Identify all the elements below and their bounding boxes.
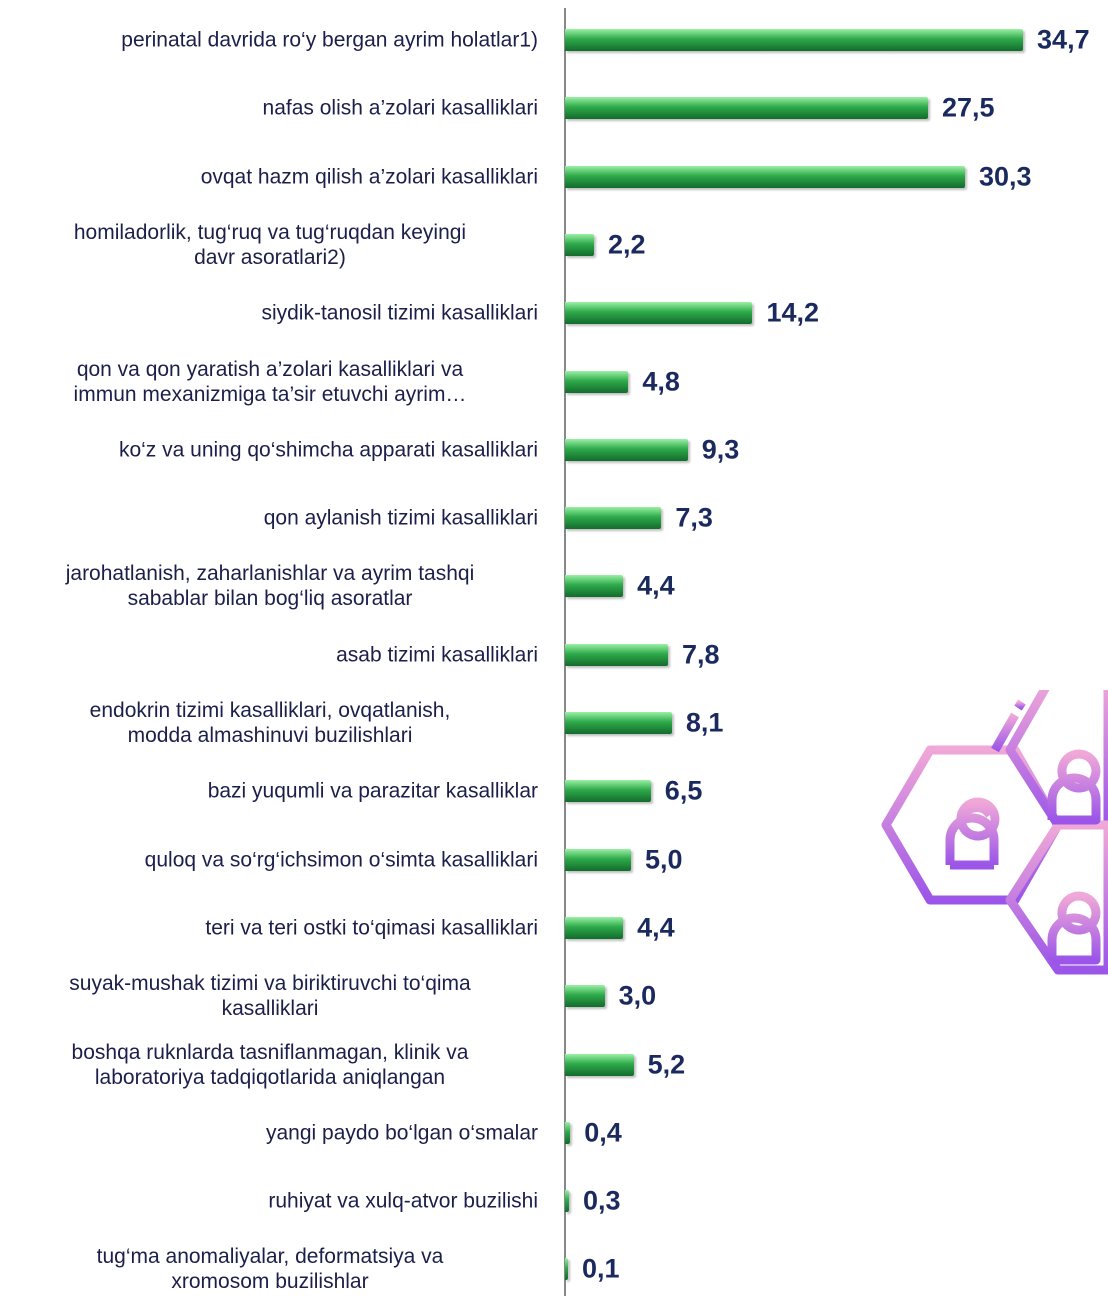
value-label: 0,1	[582, 1253, 620, 1284]
category-label: ko‘z va uning qo‘shimcha apparati kasall…	[118, 438, 538, 462]
value-label: 4,4	[637, 570, 675, 601]
category-label: homiladorlik, tug‘ruq va tug‘ruqdan keyi…	[73, 220, 467, 269]
value-label: 30,3	[978, 161, 1032, 192]
decoration-icon	[881, 690, 1108, 975]
value-label: 27,5	[942, 92, 995, 123]
value-label: 2,2	[608, 229, 646, 260]
bar	[565, 780, 651, 803]
bar	[565, 29, 1024, 51]
bar	[565, 165, 965, 188]
value-label: 0,3	[582, 1185, 621, 1216]
value-label: 7,3	[675, 502, 713, 533]
category-label: qon va qon yaratish a’zolari kasalliklar…	[73, 357, 467, 406]
value-label: 34,7	[1037, 24, 1090, 55]
bar	[565, 233, 595, 256]
category-label: qon aylanish tizimi kasalliklari	[263, 506, 538, 530]
category-label: suyak-mushak tizimi va biriktiruvchi to‘…	[69, 972, 471, 1021]
value-label: 14,2	[766, 297, 819, 328]
value-label: 5,0	[645, 844, 683, 875]
axis-line	[564, 8, 566, 1296]
bar	[565, 302, 753, 325]
category-label: siydik-tanosil tizimi kasalliklari	[261, 301, 538, 325]
category-label: ovqat hazm qilish a’zolari kasalliklari	[200, 165, 538, 189]
bar	[565, 916, 624, 939]
category-label: boshqa ruknlarda tasniflanmagan, klinik …	[71, 1040, 469, 1089]
value-label: 7,8	[681, 639, 720, 670]
bar	[565, 1053, 634, 1076]
bar	[565, 985, 605, 1008]
category-label: bazi yuqumli va parazitar kasalliklar	[207, 779, 538, 803]
category-label: perinatal davrida ro‘y bergan ayrim hola…	[121, 28, 538, 52]
bar	[565, 1121, 571, 1144]
bar	[565, 370, 629, 393]
bar	[565, 1190, 569, 1213]
category-label: ruhiyat va xulq-atvor buzilishi	[268, 1189, 538, 1213]
value-label: 9,3	[701, 434, 740, 465]
category-label: jarohatlanish, zaharlanishlar va ayrim t…	[65, 562, 475, 611]
bar	[565, 848, 631, 871]
bar	[565, 712, 672, 734]
bar	[565, 97, 928, 120]
category-label: yangi paydo bo‘lgan o‘smalar	[265, 1121, 538, 1145]
bar	[565, 1258, 568, 1281]
value-label: 5,2	[647, 1049, 686, 1079]
value-label: 0,4	[584, 1117, 622, 1148]
category-label: tug‘ma anomaliyalar, deformatsiya va xro…	[96, 1245, 444, 1294]
category-label: teri va teri ostki to‘qimasi kasalliklar…	[205, 916, 538, 940]
category-label: endokrin tizimi kasalliklari, ovqatlanis…	[89, 699, 451, 747]
value-label: 3,0	[618, 980, 657, 1011]
value-label: 4,4	[637, 912, 675, 943]
bar	[565, 643, 668, 666]
category-label: quloq va so‘rg‘ichsimon o‘simta kasallik…	[144, 848, 538, 872]
category-label: nafas olish a’zolari kasalliklari	[262, 96, 538, 120]
bar	[565, 507, 662, 530]
bar	[565, 575, 624, 598]
value-label: 8,1	[685, 707, 724, 738]
category-label: asab tizimi kasalliklari	[336, 643, 538, 667]
value-label: 4,8	[642, 366, 680, 396]
value-label: 6,5	[664, 775, 703, 806]
bar	[565, 438, 688, 461]
